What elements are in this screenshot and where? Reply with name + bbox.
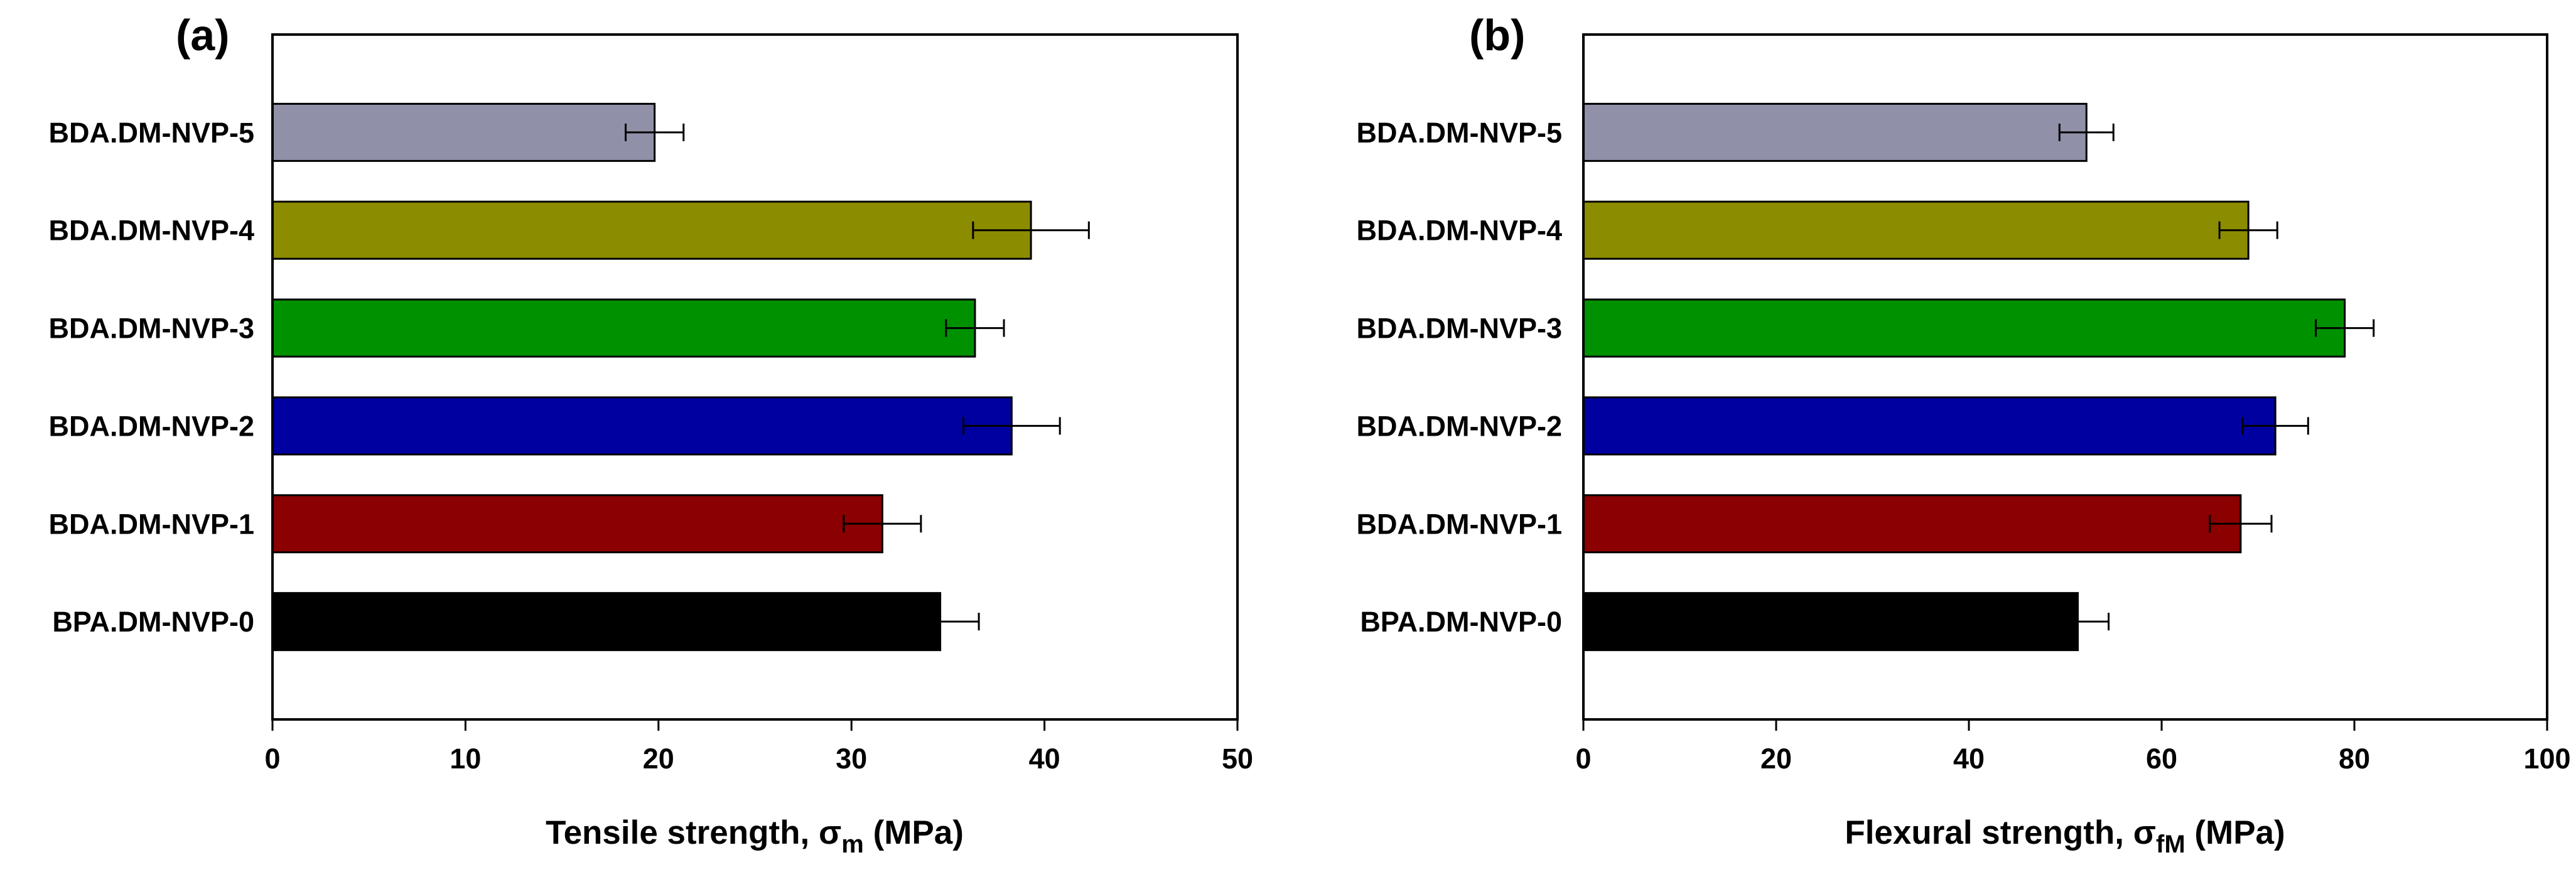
- panel-a-tensile-chart: (a) BPA.DM-NVP-0 BDA.DM-NVP-1 BDA.DM-NVP-2 B…: [48, 11, 1253, 858]
- x-axis-title: Tensile strength, σm (MPa): [546, 814, 964, 858]
- error-bar: [625, 123, 685, 141]
- error-bar: [900, 613, 980, 631]
- category-label: BDA.DM-NVP-1: [48, 508, 254, 540]
- x-tick-label: 80: [2339, 743, 2370, 775]
- x-tick-label: 0: [264, 743, 280, 775]
- category-label: BDA.DM-NVP-4: [48, 215, 254, 247]
- bar-bda-dm-nvp-5: [1582, 102, 2088, 162]
- plot-frame: [271, 33, 1239, 721]
- error-bar: [945, 319, 1005, 337]
- error-bar: [2218, 221, 2278, 239]
- error-bar: [972, 221, 1090, 239]
- x-tick-label: 40: [1953, 743, 1985, 775]
- bar-bda-dm-nvp-4: [271, 200, 1032, 260]
- bar-bda-dm-nvp-2: [271, 396, 1013, 456]
- panel-label: (a): [176, 11, 230, 60]
- x-axis-title: Flexural strength, σfM (MPa): [1845, 814, 2285, 858]
- category-label: BDA.DM-NVP-5: [48, 117, 254, 149]
- bar-bda-dm-nvp-1: [271, 494, 883, 554]
- error-bar: [2241, 417, 2309, 435]
- error-bar: [2058, 123, 2115, 141]
- x-tick-label: 20: [643, 743, 674, 775]
- bar-bda-dm-nvp-3: [271, 298, 976, 358]
- bar-bda-dm-nvp-3: [1582, 298, 2346, 358]
- panel-label: (b): [1469, 11, 1525, 60]
- category-label: BDA.DM-NVP-3: [1356, 313, 1562, 345]
- x-tick-label: 50: [1222, 743, 1253, 775]
- x-tick-label: 30: [836, 743, 867, 775]
- error-bar: [2209, 515, 2273, 533]
- error-bar: [843, 515, 922, 533]
- category-label: BDA.DM-NVP-3: [48, 313, 254, 345]
- category-label: BDA.DM-NVP-1: [1356, 508, 1562, 540]
- x-tick-label: 0: [1575, 743, 1591, 775]
- category-label: BPA.DM-NVP-0: [52, 606, 254, 638]
- bar-bda-dm-nvp-5: [271, 102, 656, 162]
- category-label: BDA.DM-NVP-2: [1356, 410, 1562, 442]
- plot-frame: [1582, 33, 2548, 721]
- x-tick-label: 20: [1760, 743, 1792, 775]
- category-label: BPA.DM-NVP-0: [1360, 606, 1562, 638]
- bar-bpa-dm-nvp-0: [1582, 592, 2079, 652]
- x-tick-label: 40: [1029, 743, 1060, 775]
- bar-bda-dm-nvp-4: [1582, 200, 2250, 260]
- error-bar: [962, 417, 1061, 435]
- x-tick-label: 100: [2523, 743, 2570, 775]
- category-label: BDA.DM-NVP-5: [1356, 117, 1562, 149]
- x-tick-label: 60: [2146, 743, 2177, 775]
- bar-bda-dm-nvp-2: [1582, 396, 2277, 456]
- panel-b-flexural-chart: (b) BPA.DM-NVP-0 BDA.DM-NVP-1 BDA.DM-NVP-2 B…: [1356, 11, 2570, 858]
- category-label: BDA.DM-NVP-4: [1356, 215, 1562, 247]
- x-tick-label: 10: [450, 743, 481, 775]
- category-label: BDA.DM-NVP-2: [48, 410, 254, 442]
- bar-bpa-dm-nvp-0: [271, 592, 942, 652]
- bar-bda-dm-nvp-1: [1582, 494, 2242, 554]
- error-bar: [2045, 613, 2110, 631]
- error-bar: [2315, 319, 2375, 337]
